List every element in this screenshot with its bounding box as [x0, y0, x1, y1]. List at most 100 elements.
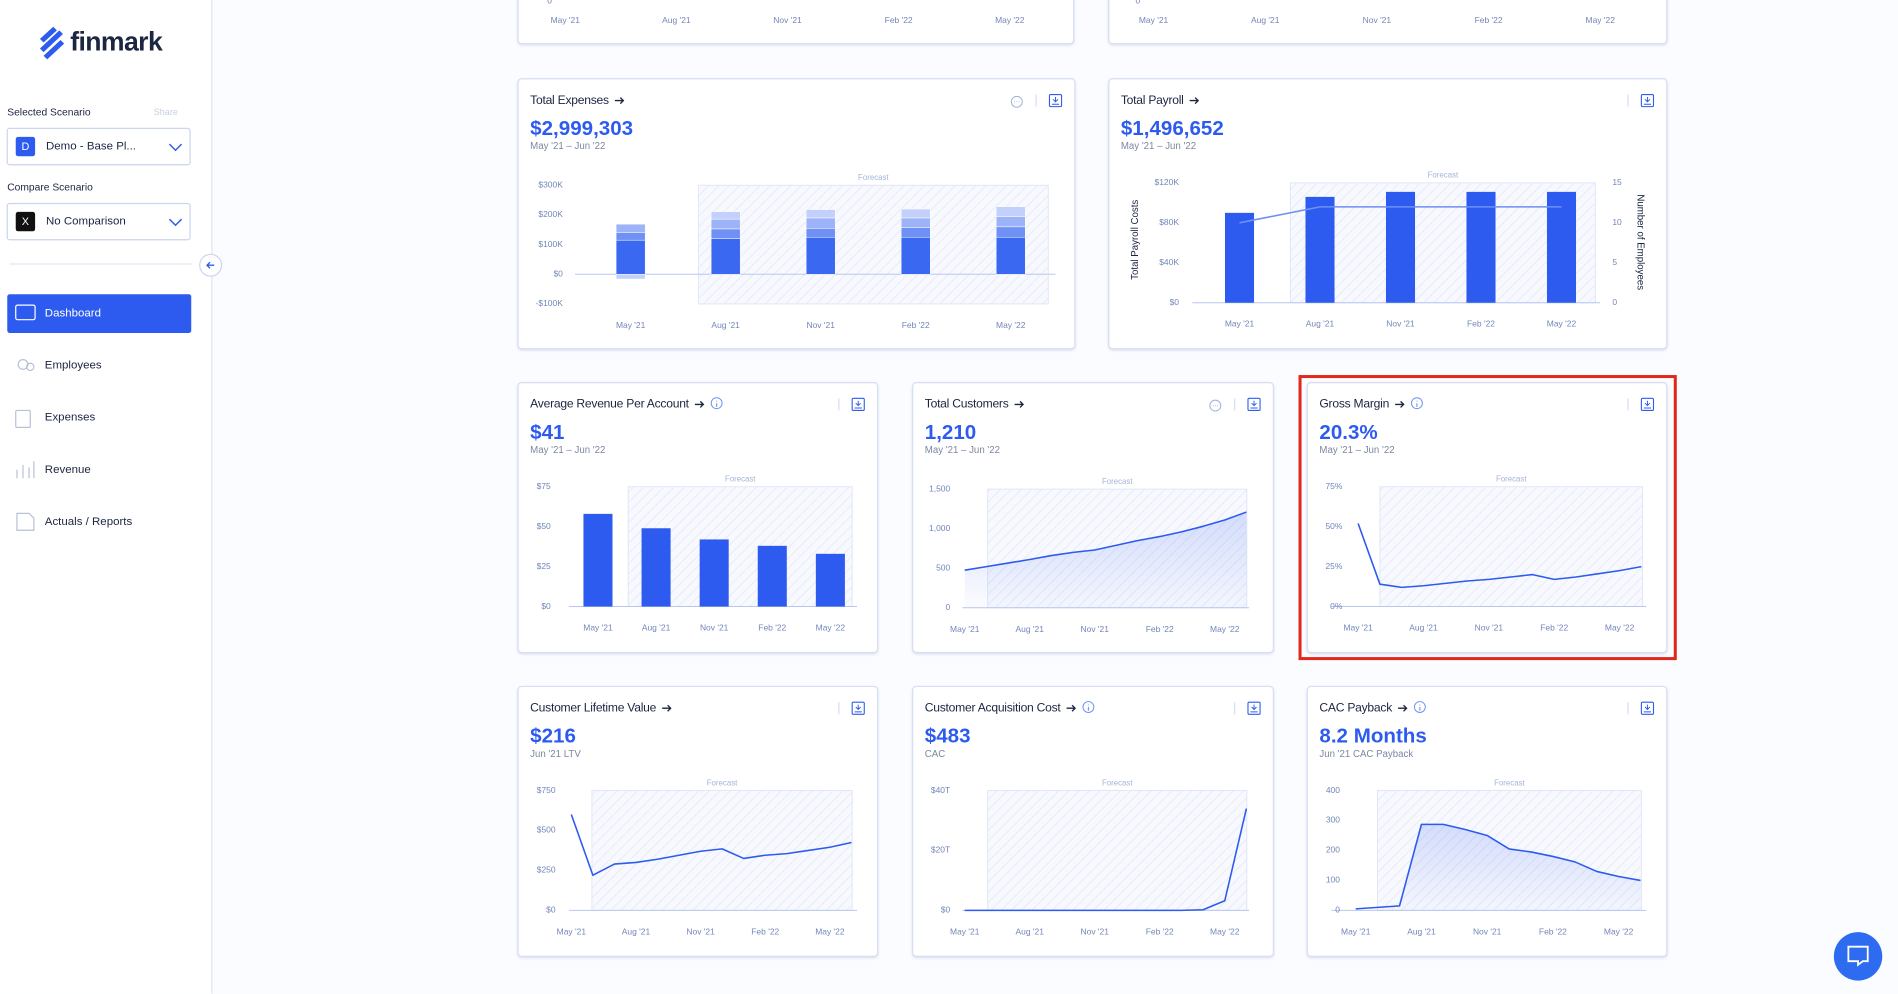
bar-segment [710, 238, 741, 275]
nav-active-bg[interactable] [7, 294, 192, 333]
bar-segment [815, 553, 845, 607]
title-arrow [614, 97, 625, 105]
title-arrow [1398, 704, 1408, 712]
download-icon[interactable] [1640, 93, 1655, 108]
download-icon[interactable] [851, 701, 865, 715]
card [1108, 0, 1668, 45]
chat-circle[interactable] [1833, 932, 1883, 981]
download-icon[interactable] [1640, 701, 1655, 715]
bar-segment [615, 223, 646, 233]
x-tick-label: May '21 [616, 320, 646, 330]
download-icon[interactable] [1048, 93, 1063, 108]
download-icon[interactable] [1247, 701, 1261, 715]
bar-segment [995, 216, 1026, 228]
y-tick-label: 200 [1326, 845, 1340, 855]
logo-icon [39, 26, 65, 60]
bar-segment [641, 528, 671, 607]
y-tick-label: 400 [1326, 785, 1340, 795]
selected-scenario-value: Demo - Base Pl... [46, 141, 136, 153]
card-title[interactable]: CAC Payback [1319, 700, 1393, 714]
y-tick-label: $0 [546, 905, 556, 915]
highlight-box [1298, 375, 1677, 661]
card-subtitle: CAC [925, 749, 945, 760]
card-value: 20.3% [1319, 421, 1377, 444]
nav-item[interactable]: Employees [45, 360, 102, 372]
bar-segment [900, 208, 931, 219]
x-tick-label: Feb '22 [758, 623, 786, 633]
download-glyph [1643, 400, 1652, 409]
line [964, 808, 1248, 912]
nav-item[interactable]: Dashboard [45, 308, 101, 320]
scenario-badge [15, 136, 36, 157]
chart-card: 0 May '21 Aug '21 Nov '21 Feb '22 May '22 [1108, 0, 1668, 45]
x-tick-label: May '21 [1139, 15, 1169, 25]
x-tick-label: May '22 [996, 320, 1026, 330]
card-value: 8.2 Months [1319, 725, 1426, 748]
nav-item[interactable]: Expenses [45, 412, 96, 424]
chat-button[interactable] [1833, 932, 1883, 981]
card-subtitle: Jun '21 LTV [530, 749, 581, 760]
more-icon[interactable] [1209, 399, 1222, 412]
info-icon[interactable] [1410, 397, 1423, 410]
x-tick-label: Nov '21 [1475, 623, 1504, 633]
info-icon[interactable] [710, 397, 723, 410]
card-subtitle: May '21 – Jun '22 [1121, 141, 1196, 152]
dropdown-box[interactable] [6, 202, 191, 241]
x-tick-label: Feb '22 [1540, 623, 1568, 633]
download-icon[interactable] [851, 397, 865, 411]
bar-segment [1305, 196, 1335, 303]
download-glyph [1643, 704, 1652, 713]
y-tick-label: 500 [936, 562, 950, 572]
more-icon[interactable] [1010, 95, 1023, 108]
line [1357, 523, 1642, 589]
download-glyph [1250, 704, 1258, 713]
bar-segment [1546, 191, 1577, 303]
share-link[interactable]: Share [154, 107, 178, 117]
x-tick-label: May '22 [1210, 926, 1240, 936]
y-tick-label: 1,000 [929, 523, 950, 533]
x-tick-label: Nov '21 [1386, 319, 1415, 329]
bar-segment [699, 539, 729, 607]
nav-item[interactable]: Actuals / Reports [45, 516, 133, 528]
x-tick-label: Aug '21 [1409, 623, 1438, 633]
y-tick-label: $500 [537, 825, 556, 835]
card-title[interactable]: Total Expenses [530, 93, 609, 107]
collapse-button[interactable] [199, 253, 223, 277]
compare-scenario-dropdown[interactable]: X No Comparison [6, 202, 191, 241]
bar-segment [615, 239, 646, 275]
title-arrow [1395, 400, 1405, 408]
download-icon[interactable] [1247, 397, 1261, 411]
info-icon[interactable] [1413, 701, 1426, 713]
y-tick-label: $750 [537, 785, 556, 795]
dropdown-box[interactable] [6, 127, 191, 166]
y-tick-label: 0 [945, 602, 950, 612]
y-tick-label: $100K [538, 239, 563, 249]
y-tick-label: $75 [537, 481, 551, 491]
forecast-region [1289, 182, 1596, 304]
collapse-arrow [206, 261, 215, 269]
card-title[interactable]: Average Revenue Per Account [530, 397, 690, 411]
forecast-region [987, 790, 1248, 911]
y-tick-label: 0 [547, 0, 552, 6]
bar-segment [805, 209, 836, 219]
card-title[interactable]: Total Customers [925, 397, 1009, 411]
y-tick-label: 1,500 [929, 483, 950, 493]
y-tick-label: -$100K [536, 298, 564, 308]
y-tick-label: $0 [1170, 297, 1180, 307]
card-title[interactable]: Customer Lifetime Value [530, 700, 657, 714]
x-tick-label: May '22 [815, 926, 845, 936]
x-tick-label: May '21 [1341, 926, 1371, 936]
x-tick-label: Aug '21 [642, 623, 671, 633]
card-title[interactable]: Total Payroll [1121, 93, 1184, 107]
download-icon[interactable] [1640, 397, 1655, 411]
nav-item[interactable]: Revenue [45, 464, 91, 476]
forecast-label: Forecast [858, 173, 889, 182]
logo-text: finmark [70, 27, 163, 57]
y2-tick-label: 0 [1612, 297, 1617, 307]
selected-scenario-dropdown[interactable]: D Demo - Base Pl... [6, 127, 191, 166]
y-tick-label: 0% [1330, 601, 1343, 611]
card-title[interactable]: Gross Margin [1319, 397, 1389, 411]
info-icon[interactable] [1082, 701, 1095, 713]
card-title[interactable]: Customer Acquisition Cost [925, 700, 1062, 714]
